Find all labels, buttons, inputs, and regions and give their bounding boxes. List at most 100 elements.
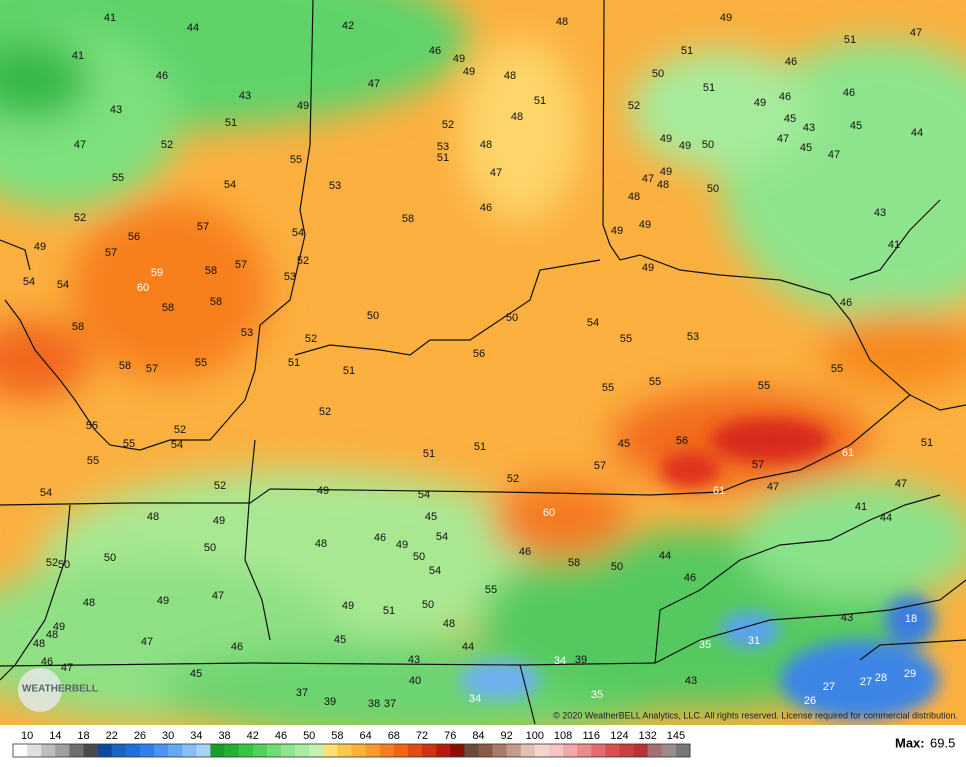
station-value: 57 [752,459,764,471]
legend-swatch [295,744,310,757]
legend-tick-label: 58 [331,730,343,742]
station-value: 51 [534,95,546,107]
legend-swatch [83,744,98,757]
legend-swatch [266,744,282,757]
legend-tick-label: 34 [190,730,202,742]
station-value: 46 [840,297,852,309]
station-value: 18 [905,613,917,625]
legend-swatch [27,744,42,757]
station-value: 48 [83,597,95,609]
legend-swatch [675,744,691,757]
legend-tick-label: 26 [134,730,146,742]
legend-swatch [365,744,381,757]
station-value: 27 [823,681,835,693]
legend-tick-label: 116 [582,730,600,742]
station-value: 44 [462,641,474,653]
station-value: 54 [23,276,35,288]
station-value: 57 [197,221,209,233]
station-value: 49 [453,53,465,65]
station-value: 43 [239,90,251,102]
station-value: 48 [443,618,455,630]
station-value: 52 [46,557,58,569]
legend-swatch [548,744,564,757]
station-value: 46 [429,45,441,57]
legend-swatch [577,744,592,757]
station-value: 53 [241,327,253,339]
station-value: 49 [660,166,672,178]
station-value: 47 [368,78,380,90]
station-value: 61 [842,447,854,459]
station-value: 46 [785,56,797,68]
station-value: 48 [657,179,669,191]
legend-tick-label: 46 [275,730,287,742]
station-value: 46 [519,546,531,558]
station-value: 51 [703,82,715,94]
legend-swatch [450,744,465,757]
station-value: 45 [784,113,796,125]
legend-swatch [210,744,225,757]
station-value: 55 [112,172,124,184]
station-value: 47 [212,590,224,602]
station-value: 47 [767,481,779,493]
station-value: 28 [875,672,887,684]
station-value: 47 [61,662,73,674]
station-value: 44 [911,127,923,139]
station-value: 44 [659,550,671,562]
station-value: 46 [41,656,53,668]
station-value: 52 [174,424,186,436]
station-value: 58 [162,302,174,314]
station-value: 29 [904,668,916,680]
station-value: 35 [699,639,711,651]
station-value: 50 [707,183,719,195]
legend-tick-label: 100 [526,730,544,742]
legend-tick-label: 10 [21,730,33,742]
legend-tick-label: 38 [218,730,230,742]
station-value: 39 [324,696,336,708]
station-value: 58 [568,557,580,569]
station-value: 45 [618,438,630,450]
station-value: 57 [594,460,606,472]
station-value: 50 [413,551,425,563]
station-value: 57 [146,363,158,375]
legend-tick-label: 76 [444,730,456,742]
station-value: 52 [628,100,640,112]
legend-tick-label: 42 [247,730,259,742]
precip-field [0,0,966,725]
station-value: 39 [575,654,587,666]
station-value: 53 [687,331,699,343]
legend-tick-label: 30 [162,730,174,742]
station-value: 58 [72,321,84,333]
legend-swatch [154,744,169,757]
legend-swatch [196,744,211,757]
legend-swatch [393,744,409,757]
station-value: 43 [874,207,886,219]
station-value: 47 [642,173,654,185]
station-value: 60 [543,507,555,519]
legend-swatch [422,744,437,757]
legend-swatch [605,744,620,757]
station-value: 43 [685,675,697,687]
station-value: 55 [620,333,632,345]
station-value: 53 [437,141,449,153]
legend-swatch [280,744,296,757]
station-value: 54 [436,531,448,543]
station-value: 51 [844,34,856,46]
station-value: 35 [591,689,603,701]
station-value: 55 [290,154,302,166]
station-value: 51 [681,45,693,57]
station-value: 49 [396,539,408,551]
station-value: 47 [490,167,502,179]
station-value: 46 [156,70,168,82]
station-value: 50 [506,312,518,324]
station-value: 58 [119,360,131,372]
legend-tick-label: 14 [49,730,61,742]
station-value: 47 [141,636,153,648]
legend-tick-label: 108 [554,730,572,742]
station-value: 48 [628,191,640,203]
station-value: 48 [511,111,523,123]
station-value: 45 [850,120,862,132]
station-value: 41 [855,501,867,513]
station-value: 50 [204,542,216,554]
station-value: 55 [758,380,770,392]
